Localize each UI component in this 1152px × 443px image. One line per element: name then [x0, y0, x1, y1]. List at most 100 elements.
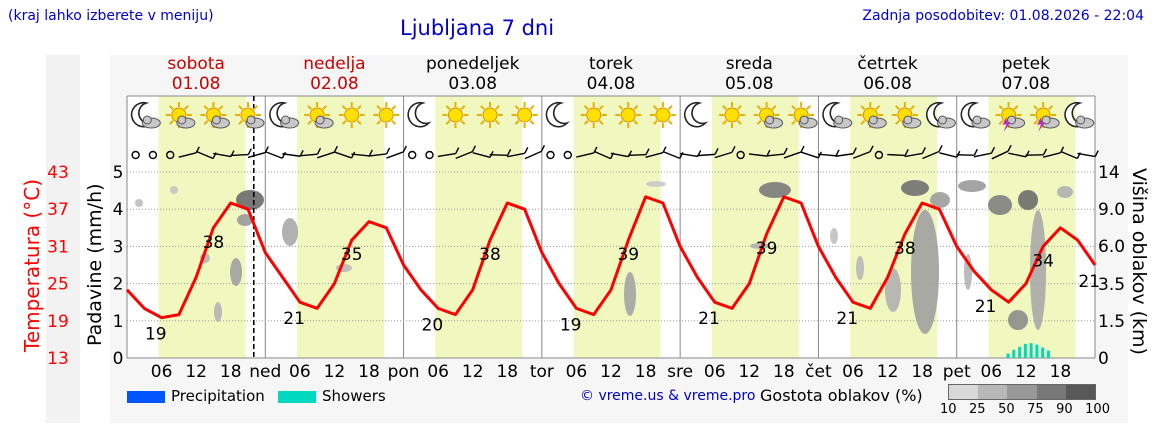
- wind-barb-tick: [368, 149, 373, 157]
- cloud-blob: [230, 258, 242, 286]
- wind-barb-tick: [1025, 150, 1030, 158]
- sun-cloud-icon: [891, 102, 922, 129]
- scale-swatch-10: [949, 385, 979, 399]
- cloud-blob: [1030, 210, 1046, 330]
- shower-bar: [1023, 343, 1027, 358]
- cloud-blob: [624, 272, 636, 316]
- cloud-height-tick: 3.5: [1098, 275, 1125, 295]
- cloud-blob: [759, 182, 791, 198]
- city-hint[interactable]: (kraj lahko izberete v meniju): [8, 8, 214, 24]
- wind-calm-icon: [563, 150, 572, 160]
- wind-barb-tick: [645, 148, 650, 155]
- cloud-height-tick: 9.0: [1098, 200, 1125, 220]
- wind-barb-tick: [333, 145, 338, 153]
- cloud-blob: [885, 268, 901, 312]
- cloud-blob: [856, 256, 864, 280]
- sun-cloud-icon: [753, 102, 784, 129]
- hour-label: 12: [185, 362, 207, 382]
- day-date-6: 07.08: [1002, 74, 1051, 94]
- wind-barb-icon: [196, 150, 214, 160]
- shower-bar: [1035, 344, 1039, 358]
- shower-bar: [1006, 353, 1010, 358]
- hour-label: 06: [842, 362, 864, 382]
- wind-barb-icon: [852, 151, 871, 159]
- cloud-height-tick: 1.5: [1098, 312, 1125, 332]
- cloud-height-tick: 14: [1098, 163, 1120, 183]
- hour-label: 06: [980, 362, 1002, 382]
- temperature-max-label: 38: [479, 245, 501, 265]
- hour-label: 18: [911, 362, 933, 382]
- temperature-min-label: 21: [836, 309, 858, 329]
- wind-barb-tick: [455, 147, 460, 154]
- sun-cloud-icon: [165, 102, 196, 129]
- sun-storm-icon: [1030, 102, 1060, 132]
- wind-barb-tick: [507, 149, 512, 156]
- wind-barb-icon: [904, 152, 923, 158]
- cloud-blob: [1057, 186, 1073, 198]
- temperature-line: [125, 195, 1097, 320]
- temperature-max-label: 35: [341, 245, 363, 265]
- day-name-6: petek: [1002, 54, 1050, 74]
- wind-barb-icon: [334, 151, 352, 159]
- precip-tick: 2: [113, 275, 124, 295]
- precip-tick: 0: [113, 349, 124, 369]
- day-date-2: 03.08: [448, 74, 497, 94]
- cloud-blob: [911, 210, 939, 334]
- wind-barb-tick: [800, 145, 805, 153]
- wind-barb-icon: [472, 151, 491, 159]
- sun-cloud-icon: [200, 102, 230, 129]
- moon-cloud-icon: [822, 101, 853, 129]
- hour-label: 12: [324, 362, 346, 382]
- wind-barb-icon: [178, 152, 197, 158]
- moon-icon: [683, 101, 709, 128]
- wind-barb-tick: [904, 149, 909, 156]
- wind-barb-tick: [973, 148, 978, 156]
- hour-label: 18: [220, 362, 242, 382]
- temperature-min-label: 19: [145, 325, 167, 345]
- cloud-blob: [750, 243, 770, 249]
- temperature-tick: 43: [47, 163, 69, 183]
- hour-label: 18: [1050, 362, 1072, 382]
- wind-barb-icon: [489, 153, 508, 157]
- wind-barb-tick: [1042, 148, 1048, 156]
- wind-barb-tick: [402, 145, 408, 153]
- wind-barb-icon: [213, 152, 232, 158]
- cloud-blob: [830, 228, 838, 244]
- wind-barb-icon: [662, 150, 681, 160]
- wind-barb-tick: [471, 145, 477, 152]
- hour-label: 06: [427, 362, 449, 382]
- hour-label: 06: [151, 362, 173, 382]
- temperature-tick: 31: [47, 237, 69, 257]
- temperature-min-label: 21: [1078, 272, 1100, 292]
- temperature-tick: 13: [47, 349, 69, 369]
- sun-icon: [338, 102, 365, 128]
- cloud-blob: [214, 302, 222, 322]
- day-date-3: 04.08: [587, 74, 636, 94]
- sun-icon: [615, 102, 642, 128]
- scale-swatch-75: [1036, 385, 1066, 399]
- shower-bar: [1012, 349, 1016, 358]
- daylight-band: [988, 96, 1076, 358]
- precip-tick: 1: [113, 312, 124, 332]
- wind-barb-tick: [540, 145, 546, 152]
- wind-barb-tick: [990, 146, 996, 154]
- wind-barb-tick: [1094, 150, 1099, 157]
- moon-cloud-icon: [269, 101, 300, 129]
- hour-label: 06: [566, 362, 588, 382]
- wind-barb-tick: [835, 149, 840, 157]
- shower-bar: [1041, 347, 1045, 358]
- wind-barb-tick: [869, 145, 874, 153]
- wind-calm-icon: [131, 150, 140, 160]
- wind-barb-icon: [368, 153, 387, 157]
- sun-icon: [442, 102, 469, 128]
- day-abbr-2: pon: [388, 362, 420, 382]
- day-abbr-3: tor: [530, 362, 554, 382]
- sun-cloud-icon: [235, 102, 265, 129]
- wind-barb-icon: [714, 151, 733, 159]
- sun-icon: [649, 102, 676, 128]
- wind-barb-tick: [714, 148, 719, 155]
- wind-barb-icon: [818, 153, 837, 157]
- copyright-link[interactable]: © vreme.us & vreme.pro: [580, 388, 756, 404]
- scale-label-75: 75: [1027, 402, 1044, 417]
- cloud-blob: [930, 192, 950, 208]
